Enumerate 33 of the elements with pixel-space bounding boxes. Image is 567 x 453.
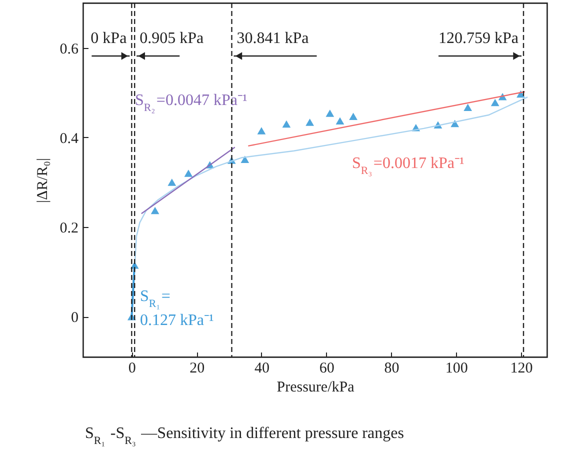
text: S$_{R₁}$ -S$_{R₃}$ —Sensitivity in different pressure ranges <box>85 425 404 447</box>
point <box>282 120 291 128</box>
y-axis-title: |ΔR/R₀| <box>34 158 51 204</box>
point <box>150 206 160 214</box>
text: S$_{R₂}$=0.0047 kPa⁻¹ <box>135 92 248 114</box>
x-axis-title: Pressure/kPa <box>276 380 355 396</box>
y-tick-label: 0.2 <box>60 220 78 237</box>
series-label: S$_{R₃}$=0.0017 kPa⁻¹ <box>352 155 464 177</box>
point <box>184 170 193 177</box>
x-tick-label: 80 <box>384 360 400 376</box>
x-tick-label: 40 <box>254 360 270 376</box>
y-tick-label: 0.4 <box>60 130 79 147</box>
ref-line-label: 0.905 kPa <box>140 30 204 47</box>
x-tick-label: 20 <box>190 360 205 376</box>
x-tick-label: 60 <box>319 360 334 376</box>
point <box>240 156 250 164</box>
point <box>306 118 314 126</box>
ref-line-label: 0 kPa <box>90 30 127 47</box>
point <box>464 104 472 112</box>
x-tick-label: 0 <box>128 360 136 376</box>
point <box>257 127 266 134</box>
point <box>490 98 500 106</box>
point <box>336 117 344 124</box>
series-label: S$_{R₁}$= 0.127 kPa⁻¹ <box>140 288 214 329</box>
ref-line-label: 120.759 kPa <box>438 30 519 47</box>
x-tick-label: 100 <box>445 360 468 376</box>
y-tick-label: 0.6 <box>60 41 79 58</box>
point <box>349 112 358 120</box>
ref-line-label: 30.841 kPa <box>236 30 309 47</box>
x-tick-label: 120 <box>510 360 533 376</box>
point <box>326 110 334 117</box>
y-tick-label: 0 <box>71 310 78 326</box>
point <box>168 178 176 186</box>
